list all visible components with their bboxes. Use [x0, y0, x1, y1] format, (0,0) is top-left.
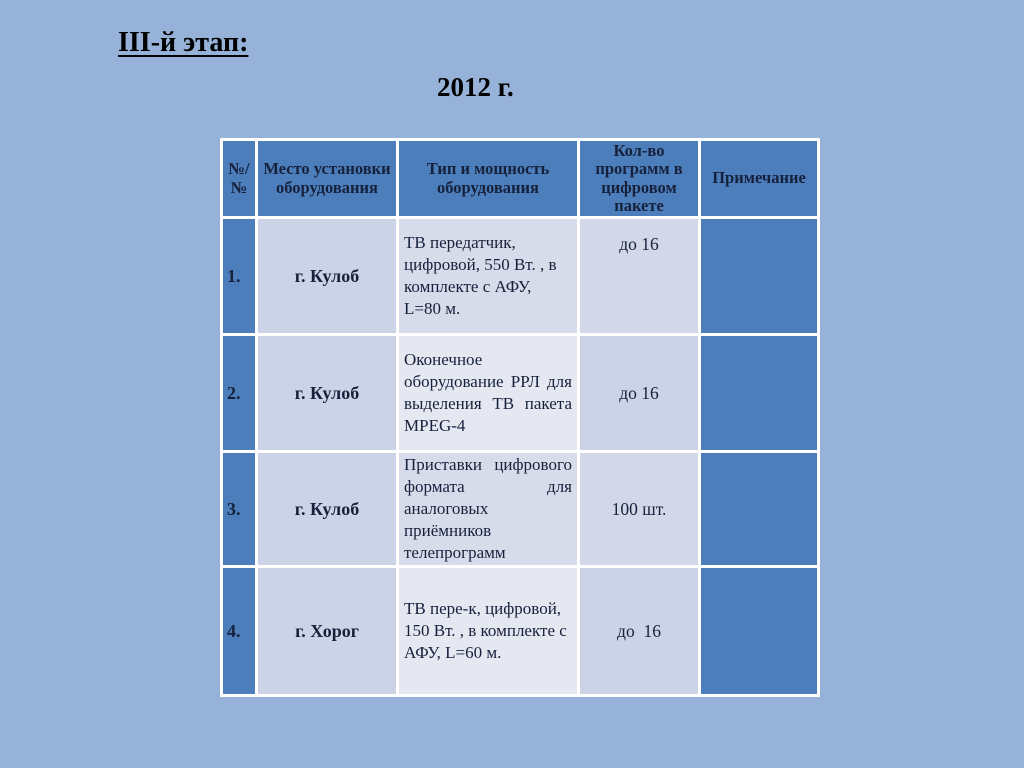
- header-cell-programs: Кол-во программ в цифровом пакете: [580, 141, 698, 216]
- header-cell-note: Примечание: [701, 141, 817, 216]
- table-row-4-programs: до 16: [580, 568, 698, 694]
- table-row-1-number: 1.: [223, 219, 255, 333]
- table-row-3-equipment: Приставки цифрового формата для аналогов…: [399, 453, 577, 565]
- table-row-3-note: [701, 453, 817, 565]
- table-row-2-number: 2.: [223, 336, 255, 450]
- table-row-3-number: 3.: [223, 453, 255, 565]
- table-row-4-equipment: ТВ пере-к, цифровой, 150 Вт. , в комплек…: [399, 568, 577, 694]
- table-row-1-programs: до 16: [580, 219, 698, 333]
- equipment-table: №/ № Место установки оборудования Тип и …: [220, 138, 820, 697]
- table-row-1-equipment: ТВ передатчик, цифровой, 550 Вт. , в ком…: [399, 219, 577, 333]
- table-row-1-location: г. Кулоб: [258, 219, 396, 333]
- table-row-4-note: [701, 568, 817, 694]
- table-row-3-programs: 100 шт.: [580, 453, 698, 565]
- table-row-2-note: [701, 336, 817, 450]
- table-row-1-note: [701, 219, 817, 333]
- table-row-2-programs: до 16: [580, 336, 698, 450]
- table-row-4-location: г. Хорог: [258, 568, 396, 694]
- table-row-4-number: 4.: [223, 568, 255, 694]
- table-row-2-location: г. Кулоб: [258, 336, 396, 450]
- header-cell-equipment: Тип и мощность оборудования: [399, 141, 577, 216]
- header-cell-location: Место установки оборудования: [258, 141, 396, 216]
- table-row-2-equipment: Оконечное оборудование РРЛ для выделения…: [399, 336, 577, 450]
- year-label: 2012 г.: [437, 72, 514, 102]
- table-row-3-location: г. Кулоб: [258, 453, 396, 565]
- stage-title: III-й этап:: [118, 27, 249, 58]
- header-cell-number: №/ №: [223, 141, 255, 216]
